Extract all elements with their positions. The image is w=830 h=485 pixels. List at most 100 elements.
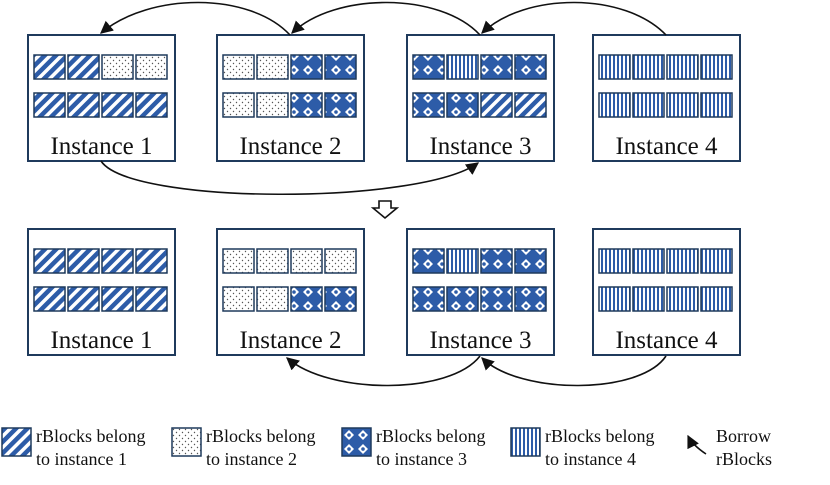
rblock-diamond-checker	[447, 287, 478, 311]
legend-swatch	[2, 428, 31, 456]
instance-label: Instance 3	[429, 327, 531, 354]
legend-label-line2: to instance 1	[36, 449, 127, 469]
rblock-vertical-stripe	[701, 287, 732, 311]
rblock-vertical-stripe	[701, 93, 732, 117]
legend-label-line1: rBlocks belong	[206, 426, 316, 446]
rblock-dotted	[257, 287, 288, 311]
legend-item: rBlocks belong to instance 3	[342, 426, 486, 469]
rblock-dotted	[257, 55, 288, 79]
instance-label: Instance 1	[50, 133, 152, 160]
legend-borrow: Borrow rBlocks	[688, 426, 772, 469]
instance-label: Instance 2	[239, 327, 341, 354]
rblock-diamond-checker	[325, 287, 356, 311]
legend-label-line2: to instance 2	[206, 449, 297, 469]
borrow-arrow-icon	[688, 436, 706, 454]
instance-box: Instance 4	[593, 229, 740, 355]
rblock-vertical-stripe	[633, 55, 664, 79]
rblock-diamond-checker	[325, 93, 356, 117]
rblock-diagonal-stripe	[136, 249, 167, 273]
rblock-dotted	[325, 249, 356, 273]
rblock-dotted	[223, 287, 254, 311]
legend-item: rBlocks belong to instance 1	[2, 426, 146, 469]
legend-label-line1: rBlocks belong	[545, 426, 655, 446]
rblock-diagonal-stripe	[68, 55, 99, 79]
legend-item: rBlocks belong to instance 2	[172, 426, 316, 469]
rblock-vertical-stripe	[667, 55, 698, 79]
borrow-arrow	[101, 161, 478, 194]
rblock-dotted	[136, 55, 167, 79]
rblock-diagonal-stripe	[102, 287, 133, 311]
instance-box: Instance 3	[407, 35, 554, 161]
rblock-diagonal-stripe	[34, 249, 65, 273]
rblock-diagonal-stripe	[68, 249, 99, 273]
legend-label-line1: rBlocks belong	[36, 426, 146, 446]
rblock-dotted	[223, 55, 254, 79]
borrow-arrow	[101, 2, 290, 35]
bottom-row: Instance 1 Instance 2 Instance 3 Instanc…	[28, 229, 740, 355]
borrow-arrow	[292, 2, 480, 35]
instance-box: Instance 3	[407, 229, 554, 355]
instance-label: Instance 3	[429, 133, 531, 160]
borrow-arrow	[287, 356, 480, 386]
rblock-diamond-checker	[447, 93, 478, 117]
rblock-vertical-stripe	[701, 249, 732, 273]
rblock-diagonal-stripe	[34, 55, 65, 79]
legend-label-line1: rBlocks belong	[376, 426, 486, 446]
rblock-diagonal-stripe	[515, 93, 546, 117]
rblock-vertical-stripe	[667, 287, 698, 311]
rblock-diagonal-stripe	[34, 287, 65, 311]
rblock-dotted	[291, 249, 322, 273]
rblock-vertical-stripe	[599, 287, 630, 311]
legend-borrow-line2: rBlocks	[716, 449, 772, 469]
instance-label: Instance 2	[239, 133, 341, 160]
rblock-vertical-stripe	[667, 93, 698, 117]
rblock-diagonal-stripe	[136, 287, 167, 311]
rblock-vertical-stripe	[701, 55, 732, 79]
rblock-diagonal-stripe	[34, 93, 65, 117]
borrow-arrow	[482, 2, 666, 35]
rblock-diamond-checker	[413, 93, 444, 117]
rblock-diamond-checker	[291, 93, 322, 117]
instance-label: Instance 4	[615, 133, 718, 160]
rblock-dotted	[257, 93, 288, 117]
rblock-diagonal-stripe	[68, 287, 99, 311]
legend-borrow-line1: Borrow	[716, 426, 771, 446]
rblock-vertical-stripe	[599, 55, 630, 79]
bottom-borrow-arrows	[287, 356, 666, 386]
rblock-diamond-checker	[515, 249, 546, 273]
rblock-vertical-stripe	[633, 93, 664, 117]
rblock-diamond-checker	[413, 249, 444, 273]
rblock-diamond-checker	[291, 287, 322, 311]
rblock-vertical-stripe	[599, 249, 630, 273]
legend-swatch	[511, 428, 540, 456]
rblock-diamond-checker	[413, 55, 444, 79]
rblock-vertical-stripe	[447, 249, 478, 273]
rblock-vertical-stripe	[633, 287, 664, 311]
instance-box: Instance 2	[217, 229, 364, 355]
top-borrow-arrows	[101, 2, 666, 194]
rblock-dotted	[102, 55, 133, 79]
rblock-diamond-checker	[291, 55, 322, 79]
top-row: Instance 1 Instance 2 Instance 3 Instanc…	[28, 35, 740, 161]
rblock-diamond-checker	[481, 55, 512, 79]
rblock-vertical-stripe	[599, 93, 630, 117]
rblock-diagonal-stripe	[481, 93, 512, 117]
instance-label: Instance 1	[50, 327, 152, 354]
instance-label: Instance 4	[615, 327, 718, 354]
legend: rBlocks belong to instance 1 rBlocks bel…	[2, 426, 772, 469]
transition-down-arrow-icon	[373, 201, 397, 218]
instance-box: Instance 4	[593, 35, 740, 161]
rblock-diamond-checker	[515, 287, 546, 311]
rblock-vertical-stripe	[667, 249, 698, 273]
rblock-diamond-checker	[413, 287, 444, 311]
rblock-diagonal-stripe	[102, 93, 133, 117]
rblock-vertical-stripe	[447, 55, 478, 79]
rblock-diagonal-stripe	[136, 93, 167, 117]
rblock-diamond-checker	[481, 287, 512, 311]
rblock-diagonal-stripe	[102, 249, 133, 273]
rblock-dotted	[257, 249, 288, 273]
legend-label-line2: to instance 3	[376, 449, 467, 469]
legend-swatch	[342, 428, 371, 456]
rblock-dotted	[223, 93, 254, 117]
